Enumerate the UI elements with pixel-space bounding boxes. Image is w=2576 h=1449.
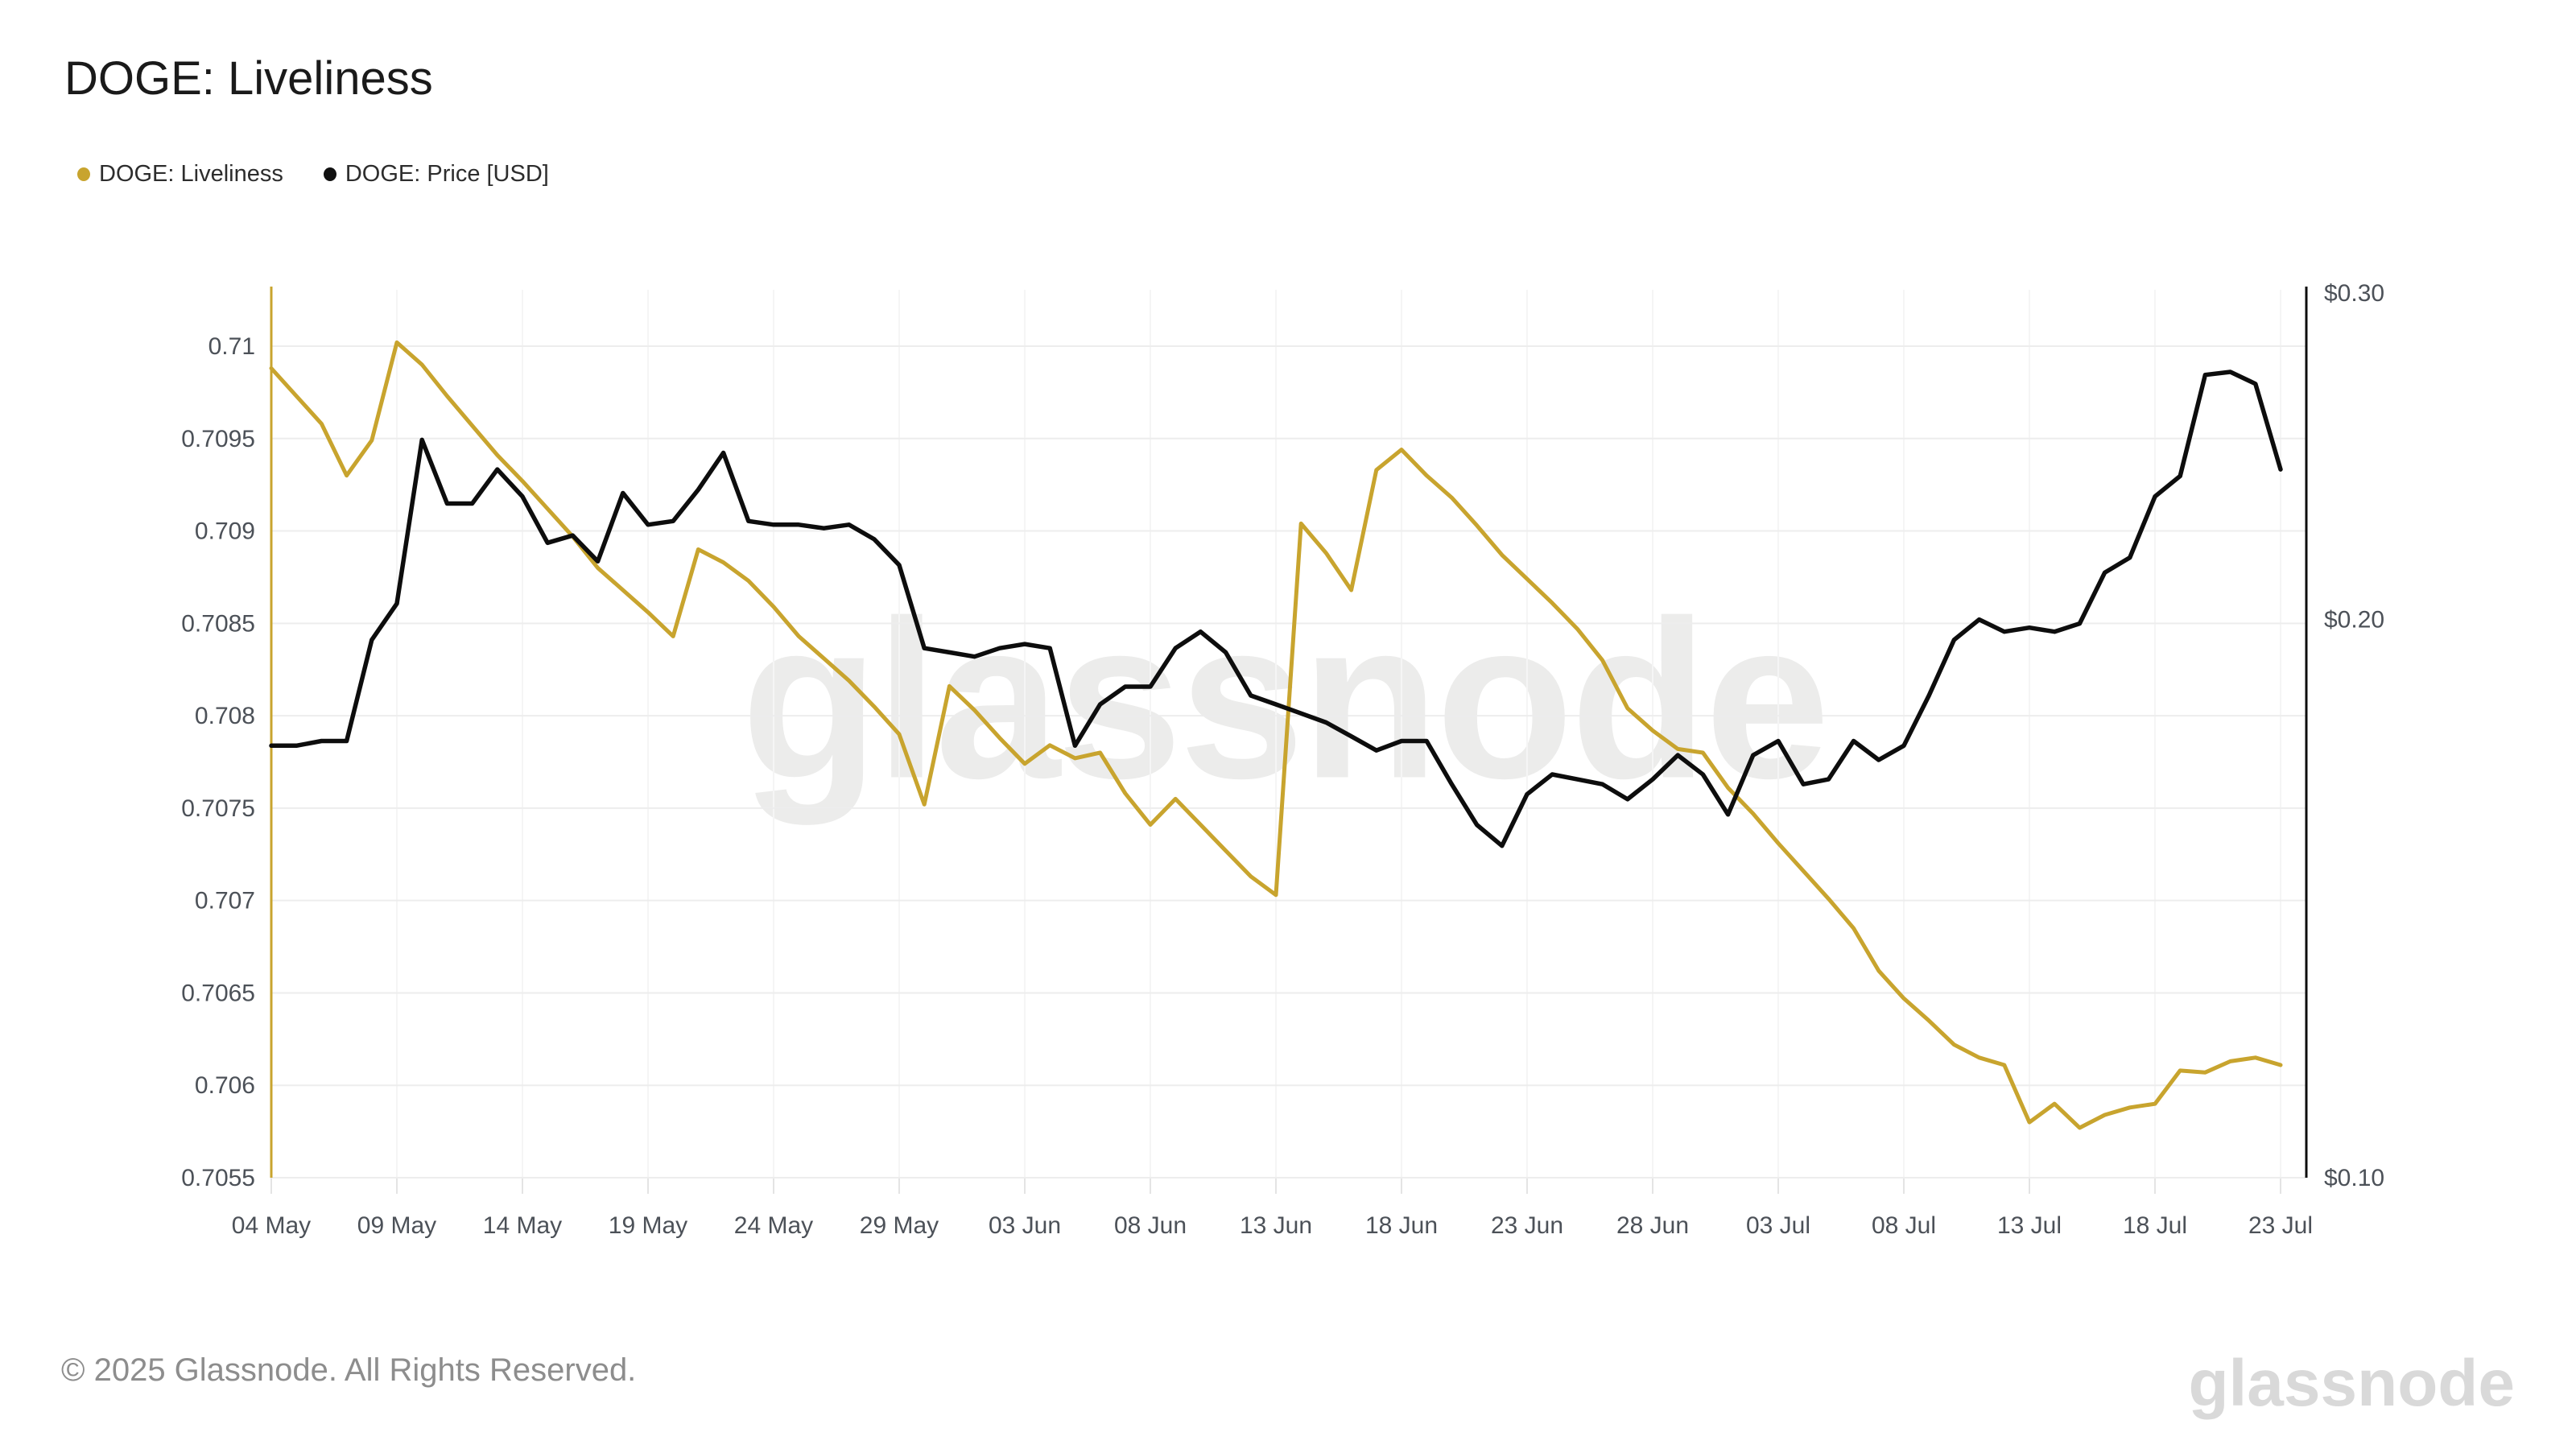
left-axis-tick-label: 0.709	[195, 518, 255, 545]
x-axis-date-label: 09 May	[357, 1212, 436, 1239]
copyright-text: © 2025 Glassnode. All Rights Reserved.	[61, 1352, 637, 1388]
x-axis-date-label: 08 Jul	[1872, 1212, 1936, 1239]
x-axis-date-label: 13 Jul	[1997, 1212, 2062, 1239]
series-lines	[269, 340, 2283, 1130]
x-axis-date-label: 03 Jul	[1746, 1212, 1810, 1239]
x-axis-date-label: 24 May	[734, 1212, 813, 1239]
left-axis-tick-label: 0.7075	[181, 795, 255, 822]
left-axis-tick-label: 0.706	[195, 1072, 255, 1099]
price-series-dot-icon	[323, 167, 336, 181]
x-axis-date-label: 29 May	[860, 1212, 939, 1239]
x-axis-date-label: 18 Jul	[2123, 1212, 2187, 1239]
left-axis-tick-label: 0.7085	[181, 610, 255, 637]
axis-lines	[270, 287, 2308, 1178]
x-axis-date-label: 13 Jun	[1240, 1212, 1312, 1239]
axis-labels: 04 May 09 May 14 May 19 May 24 May 29 May 03 J…	[181, 280, 2384, 1239]
legend-item-label: DOGE: Liveliness	[99, 161, 283, 187]
x-axis-date-label: 23 Jun	[1491, 1212, 1563, 1239]
liveliness-series-dot-icon	[77, 167, 90, 181]
x-axis-date-label: 08 Jun	[1114, 1212, 1187, 1239]
left-axis-tick-label: 0.707	[195, 888, 255, 914]
price-line[interactable]	[269, 369, 2283, 848]
legend-item-price[interactable]: DOGE: Price [USD]	[323, 161, 549, 188]
left-axis-tick-label: 0.7065	[181, 980, 255, 1006]
x-axis-date-label: 04 May	[232, 1212, 311, 1239]
left-axis-tick-label: 0.71	[208, 333, 255, 360]
legend-item-label: DOGE: Price [USD]	[345, 161, 549, 187]
right-axis-tick-label: $0.20	[2324, 607, 2384, 634]
x-axis-date-label: 18 Jun	[1365, 1212, 1438, 1239]
x-axis-date-label: 14 May	[483, 1212, 562, 1239]
glassnode-logo: glassnode	[2188, 1347, 2515, 1420]
x-axis-date-label: 03 Jun	[989, 1212, 1061, 1239]
horizontal-gridlines	[271, 345, 2306, 1179]
x-axis-date-label: 19 May	[609, 1212, 687, 1239]
left-axis-tick-label: 0.7055	[181, 1165, 255, 1191]
legend: DOGE: Liveliness DOGE: Price [USD]	[77, 161, 549, 188]
left-axis-tick-label: 0.708	[195, 703, 255, 729]
right-axis-tick-label: $0.10	[2324, 1165, 2384, 1191]
left-axis-tick-label: 0.7095	[181, 426, 255, 452]
liveliness-line[interactable]	[269, 340, 2283, 1130]
right-axis-tick-label: $0.30	[2324, 280, 2384, 307]
x-axis-date-label: 23 Jul	[2248, 1212, 2313, 1239]
legend-item-liveliness[interactable]: DOGE: Liveliness	[77, 161, 283, 188]
x-axis-date-label: 28 Jun	[1616, 1212, 1689, 1239]
page-title: DOGE: Liveliness	[64, 52, 433, 105]
